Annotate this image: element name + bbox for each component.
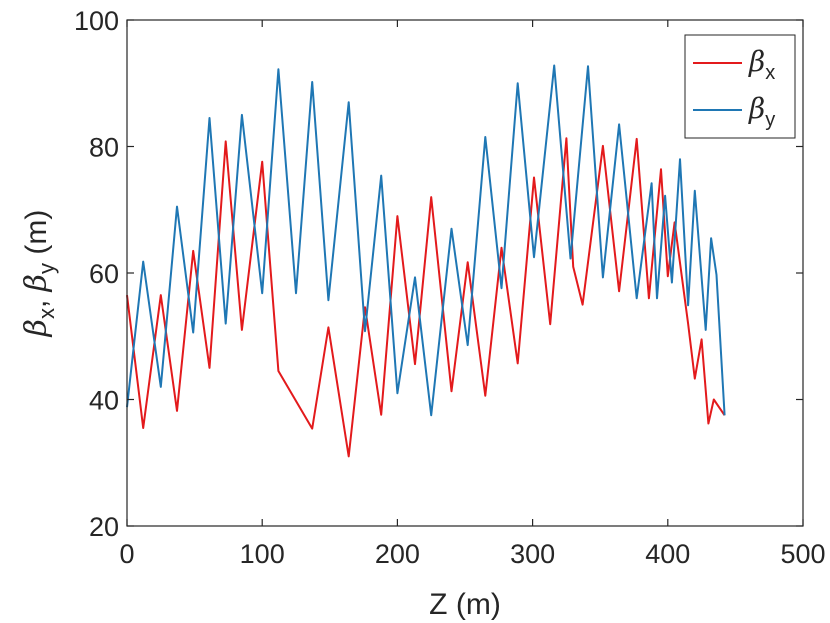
ticks-layer: 0 100 200 300 400 500 20 40 60 80 100 xyxy=(74,6,826,569)
y-tick-label: 20 xyxy=(89,512,119,542)
legend-subscript: x xyxy=(765,62,775,84)
ylabel-sep: , xyxy=(20,291,53,308)
ylabel-sub: x xyxy=(34,308,59,319)
y-axis-label: βx, βy (m) xyxy=(19,210,59,338)
x-tick-label: 500 xyxy=(780,539,825,569)
ylabel-unit: (m) xyxy=(20,210,53,263)
series-line-y xyxy=(126,64,726,417)
ylabel-beta: β xyxy=(19,274,54,292)
y-tick-label: 100 xyxy=(74,6,119,36)
legend-subscript: y xyxy=(765,109,775,131)
y-tick-label: 60 xyxy=(89,259,119,289)
x-tick-label: 100 xyxy=(240,539,285,569)
y-tick-label: 40 xyxy=(89,386,119,416)
x-tick-label: 300 xyxy=(510,539,555,569)
ylabel-beta: β xyxy=(19,319,54,337)
x-axis-label: Z (m) xyxy=(429,588,501,621)
y-tick-label: 80 xyxy=(89,133,119,163)
legend-box xyxy=(684,34,796,139)
series-layer xyxy=(126,64,726,458)
x-tick-label: 200 xyxy=(375,539,420,569)
x-tick-label: 400 xyxy=(645,539,690,569)
ylabel-sub: y xyxy=(34,263,59,274)
legend-label-y: βy xyxy=(748,92,775,131)
x-tick-label: 0 xyxy=(119,539,134,569)
